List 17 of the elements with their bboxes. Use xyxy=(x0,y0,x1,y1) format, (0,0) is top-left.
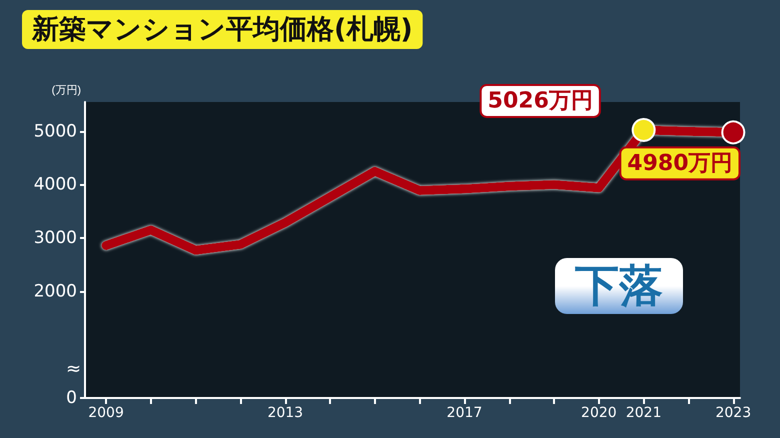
text: ≈ xyxy=(66,358,82,380)
y-tick-label: 0 xyxy=(66,388,77,408)
y-tick-label: 2000 xyxy=(34,281,77,302)
data-label: 4980万円 xyxy=(627,150,733,176)
y-axis-title: (万円) xyxy=(52,84,81,96)
x-tick-label: 2020 xyxy=(581,405,617,421)
x-tick-label: 2021 xyxy=(626,405,662,421)
y-tick-label: 5000 xyxy=(34,121,77,142)
y-tick-label: 3000 xyxy=(34,228,77,248)
annotation: 下落 xyxy=(575,260,663,312)
y-tick-label: 4000 xyxy=(34,174,77,195)
x-tick-label: 2013 xyxy=(267,405,304,421)
x-tick-label: 2017 xyxy=(446,405,482,421)
x-tick-label: 2009 xyxy=(88,405,124,421)
x-tick-label: 2023 xyxy=(715,405,752,421)
data-label: 5026万円 xyxy=(488,88,593,114)
chart-title: 新築マンション平均価格(札幌) xyxy=(31,14,413,45)
